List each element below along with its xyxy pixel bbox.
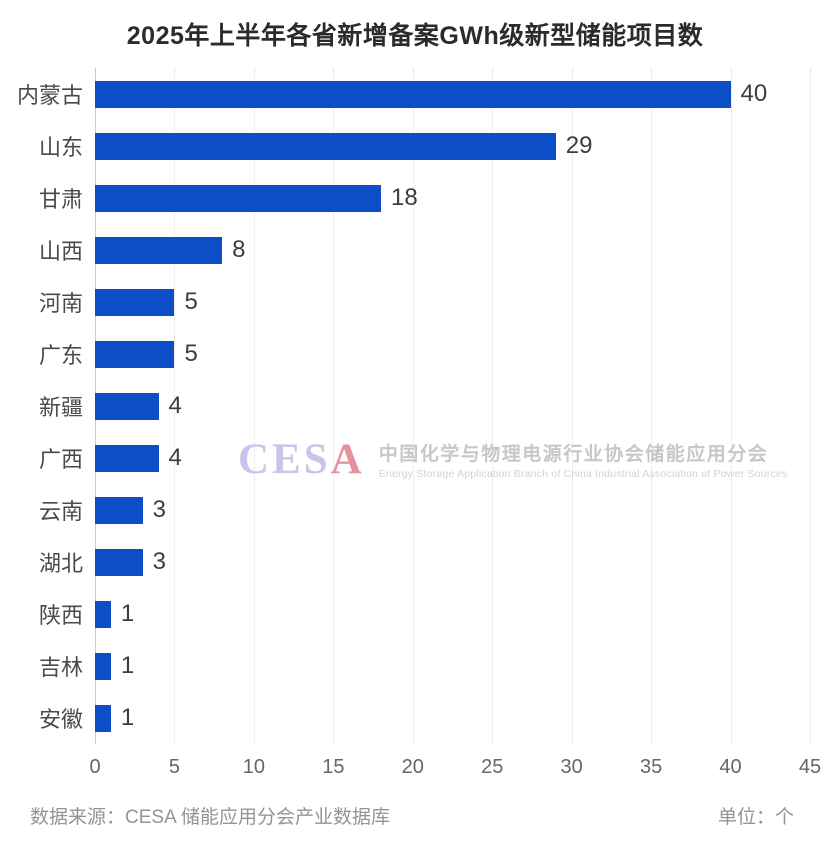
value-label: 1 — [120, 652, 135, 679]
bar-track: 1 — [95, 640, 810, 692]
category-label: 内蒙古 — [16, 83, 83, 108]
category-label: 山西 — [38, 239, 83, 264]
bar — [95, 132, 556, 160]
x-axis-tick-label: 45 — [798, 756, 822, 778]
bar-track: 40 — [95, 68, 810, 120]
value-label: 1 — [120, 600, 135, 627]
bar — [95, 652, 111, 680]
bar-track: 29 — [95, 120, 810, 172]
value-label: 3 — [152, 548, 167, 575]
value-label: 5 — [184, 340, 198, 367]
bar-track: 1 — [95, 588, 810, 640]
x-axis-tick-label: 40 — [719, 756, 742, 778]
x-axis-tick-label: 35 — [639, 756, 663, 778]
bar-track: 8 — [95, 224, 810, 276]
category-label: 甘肃 — [38, 187, 83, 212]
x-axis-tick-label: 5 — [168, 756, 180, 778]
bar-track: 18 — [95, 172, 810, 224]
bar — [95, 340, 175, 368]
bar-rows: 内蒙古 40 山东 29 甘肃 18 山西 8 河南 5 广东 5 新疆 4 广西 4 云南 3 湖北 3 陕西 1 吉林 1… — [0, 68, 810, 744]
value-label: 3 — [152, 496, 167, 523]
bar-row: 广西 4 — [0, 432, 810, 484]
category-label: 安徽 — [38, 707, 83, 732]
bar-track: 3 — [95, 536, 810, 588]
value-label: 29 — [565, 132, 593, 159]
value-label: 18 — [391, 184, 418, 211]
x-axis-tick-label: 20 — [401, 756, 424, 778]
bar-row: 甘肃 18 — [0, 172, 810, 224]
x-axis-tick-label: 15 — [322, 756, 345, 778]
bar-row: 山西 8 — [0, 224, 810, 276]
gridline — [174, 68, 176, 744]
value-label: 8 — [232, 236, 246, 263]
bar — [95, 392, 159, 420]
bar-track: 1 — [95, 692, 810, 744]
bar — [95, 236, 223, 264]
bar — [95, 704, 111, 732]
bar — [95, 288, 175, 316]
chart-title: 2025年上半年各省新增备案GWh级新型储能项目数 — [126, 22, 704, 50]
gridline — [571, 68, 573, 744]
x-axis-tick-label: 10 — [242, 756, 265, 778]
gridline — [412, 68, 414, 744]
value-label: 4 — [168, 444, 182, 471]
bar — [95, 184, 381, 212]
category-label: 新疆 — [38, 395, 83, 420]
gridline — [253, 68, 255, 744]
category-label: 湖北 — [38, 551, 83, 576]
x-axis-tick-label: 0 — [89, 756, 101, 778]
x-axis-tick-label: 25 — [481, 756, 504, 778]
x-axis-tick-label: 30 — [560, 756, 583, 778]
bar-track: 5 — [95, 328, 810, 380]
bar-row: 内蒙古 40 — [0, 68, 810, 120]
gridline — [730, 68, 732, 744]
unit-label: 单位：个 — [717, 807, 794, 828]
value-label: 5 — [184, 288, 198, 315]
gridline — [492, 68, 494, 744]
data-source-label: 数据来源：CESA 储能应用分会产业数据库 — [30, 807, 390, 828]
value-label: 1 — [120, 704, 135, 731]
bar-row: 陕西 1 — [0, 588, 810, 640]
category-label: 广东 — [38, 343, 83, 368]
gridline — [810, 68, 811, 744]
category-label: 广西 — [38, 447, 83, 472]
value-label: 4 — [168, 392, 182, 419]
bar-track: 4 — [95, 432, 810, 484]
bar-row: 湖北 3 — [0, 536, 810, 588]
bar-row: 云南 3 — [0, 484, 810, 536]
bar-track: 5 — [95, 276, 810, 328]
bar-row: 安徽 1 — [0, 692, 810, 744]
bar-row: 吉林 1 — [0, 640, 810, 692]
bar — [95, 600, 111, 628]
bar-track: 4 — [95, 380, 810, 432]
bar-track: 3 — [95, 484, 810, 536]
gridline — [333, 68, 335, 744]
bar-row: 新疆 4 — [0, 380, 810, 432]
category-label: 吉林 — [38, 655, 83, 680]
bar-row: 河南 5 — [0, 276, 810, 328]
bar — [95, 548, 143, 576]
category-label: 山东 — [38, 135, 83, 160]
value-label: 40 — [740, 80, 768, 107]
category-label: 云南 — [38, 499, 83, 524]
bar-chart: CESA 中国化学与物理电源行业协会储能应用分会 Energy Storage … — [0, 68, 811, 744]
bar — [95, 444, 159, 472]
gridline-layer — [95, 68, 811, 744]
category-label: 陕西 — [38, 603, 83, 628]
bar-row: 山东 29 — [0, 120, 810, 172]
x-axis: 0 5 10 15 20 25 30 35 40 45 — [89, 752, 821, 780]
bar — [95, 80, 731, 108]
gridline — [651, 68, 653, 744]
bar — [95, 496, 143, 524]
bar-row: 广东 5 — [0, 328, 810, 380]
footer: 数据来源：CESA 储能应用分会产业数据库 单位：个 — [30, 802, 794, 829]
category-label: 河南 — [38, 291, 83, 316]
